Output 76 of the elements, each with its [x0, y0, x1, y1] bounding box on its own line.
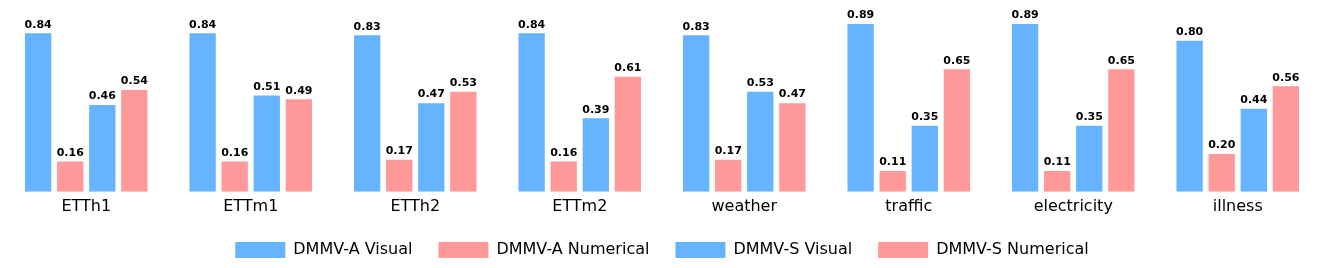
- data-label: 0.17: [385, 144, 413, 158]
- data-label: 0.46: [88, 89, 117, 103]
- data-label: 0.35: [911, 110, 939, 124]
- data-label: 0.83: [353, 19, 381, 33]
- bar: [747, 91, 774, 192]
- bar: [879, 171, 906, 192]
- bar: [1108, 69, 1135, 192]
- bar: [1208, 154, 1235, 192]
- data-label: 0.47: [417, 87, 445, 101]
- bar: [24, 33, 52, 192]
- data-label: 0.39: [582, 102, 610, 116]
- data-label: 0.44: [1240, 93, 1268, 107]
- data-label: 0.53: [449, 76, 477, 90]
- x-tick-label: ETTm1: [223, 195, 279, 215]
- bar: [221, 161, 248, 192]
- bar: [121, 89, 148, 192]
- data-label: 0.89: [1011, 8, 1039, 22]
- bar: [1011, 23, 1039, 192]
- bar: [386, 159, 413, 192]
- x-tick-label: ETTm2: [552, 195, 608, 215]
- data-label: 0.54: [120, 74, 149, 88]
- bar: [550, 161, 577, 192]
- bar: [582, 118, 609, 192]
- x-tick-label: traffic: [885, 195, 933, 215]
- data-label: 0.84: [24, 17, 53, 31]
- bar: [1176, 40, 1203, 192]
- bar: [847, 23, 874, 192]
- data-label: 0.49: [285, 83, 313, 97]
- bar: [57, 161, 84, 192]
- data-label: 0.56: [1272, 70, 1300, 84]
- x-tick-label: ETTh2: [390, 195, 441, 215]
- x-tick-label: ETTh1: [61, 195, 112, 215]
- legend-label: DMMV-S Visual: [733, 239, 853, 259]
- data-label: 0.61: [614, 61, 642, 75]
- data-label: 0.51: [253, 79, 281, 93]
- bar: [189, 33, 216, 192]
- bar: [682, 35, 710, 192]
- bar: [353, 35, 381, 192]
- legend-label: DMMV-S Numerical: [936, 239, 1089, 259]
- bar: [614, 76, 642, 192]
- data-label: 0.11: [879, 155, 907, 169]
- bar: [943, 69, 971, 192]
- bar: [1076, 125, 1103, 192]
- legend-label: DMMV-A Visual: [293, 239, 413, 259]
- data-label: 0.20: [1208, 138, 1236, 152]
- data-label: 0.83: [682, 19, 710, 33]
- bar: [418, 103, 445, 192]
- data-label: 0.84: [189, 17, 217, 31]
- data-label: 0.53: [746, 76, 774, 90]
- data-label: 0.35: [1075, 110, 1103, 124]
- bar: [1272, 86, 1300, 192]
- data-label: 0.17: [714, 144, 742, 158]
- data-label: 0.16: [56, 145, 85, 159]
- x-tick-label: weather: [711, 195, 778, 215]
- bar: [518, 33, 545, 192]
- legend-label: DMMV-A Numerical: [496, 239, 650, 259]
- bar: [89, 105, 116, 192]
- x-tick-label: electricity: [1033, 195, 1113, 215]
- data-label: 0.65: [1107, 53, 1135, 67]
- x-tick-label: illness: [1212, 195, 1263, 215]
- bar: [1044, 171, 1071, 192]
- data-label: 0.65: [943, 53, 971, 67]
- data-label: 0.11: [1043, 155, 1071, 169]
- data-label: 0.84: [518, 17, 546, 31]
- bar: [285, 99, 313, 192]
- bar: [253, 95, 280, 192]
- bar: [1240, 108, 1267, 192]
- data-label: 0.16: [221, 145, 249, 159]
- bar: [450, 91, 477, 192]
- data-label: 0.80: [1176, 25, 1204, 39]
- data-label: 0.16: [550, 145, 578, 159]
- bar: [911, 125, 938, 192]
- bar: [779, 103, 806, 192]
- bar: [715, 159, 742, 192]
- data-label: 0.47: [778, 87, 806, 101]
- data-label: 0.89: [847, 8, 875, 22]
